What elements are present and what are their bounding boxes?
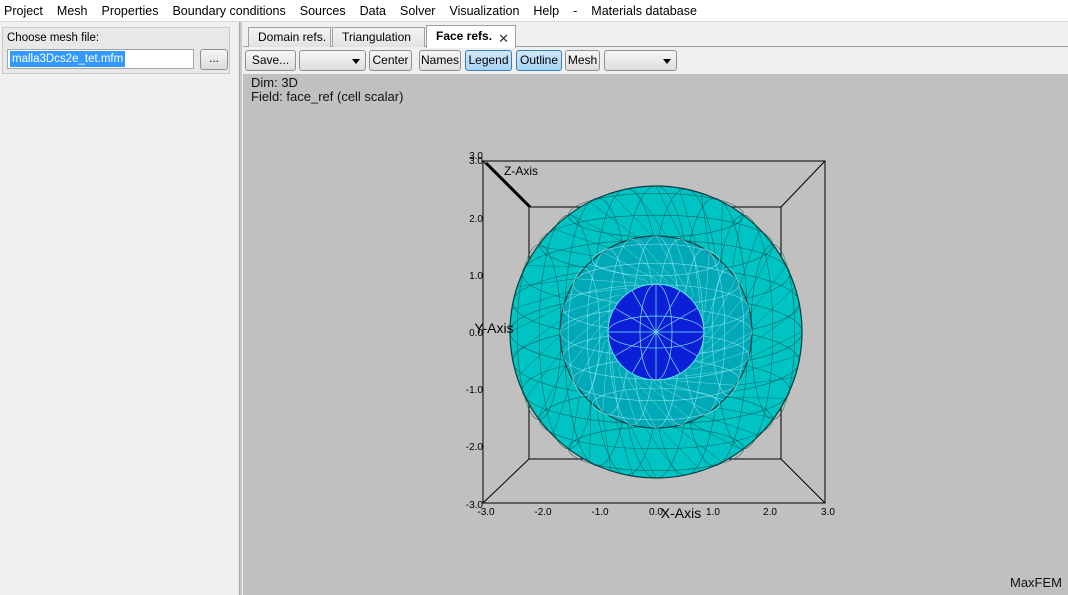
render-viewport[interactable]: Dim: 3D Field: face_ref (cell scalar) -3… [243,74,1068,595]
mesh-file-label: Choose mesh file: [7,32,100,44]
field-select[interactable] [299,50,366,71]
menu-item-data[interactable]: Data [359,3,387,18]
core-sphere [607,283,705,381]
browse-button[interactable]: ... [200,49,228,70]
x-tick-label: -2.0 [534,507,552,518]
menu-item-: - [573,3,578,18]
mesh-scene[interactable]: -3.0 -2.0 -1.0 0.0 1.0 2.0 3.03.02.01.00.0-1.0… [243,74,1068,595]
save-button[interactable]: Save... [245,50,296,71]
y-axis-title: Y-Axis [474,320,513,336]
menu-item-boundary-conditions[interactable]: Boundary conditions [172,3,286,18]
mesh-select[interactable] [604,50,677,71]
menu-item-materials-database[interactable]: Materials database [591,3,697,18]
x-tick-label: 1.0 [706,507,720,518]
y-tick-label: -1.0 [466,385,484,396]
tab-label: Face refs. [436,29,493,43]
x-tick-label: 3.0 [821,507,835,518]
view-toolbar: Save... Center Names Legend Outline Mesh [243,48,1068,74]
menu-item-mesh[interactable]: Mesh [56,3,88,18]
menu-item-solver[interactable]: Solver [400,3,436,18]
z-axis [484,161,532,209]
mesh-file-value: malla3Dcs2e_tet.mfm [10,51,126,67]
menu-item-project[interactable]: Project [4,3,43,18]
z-tick-label: 3.0 [469,151,483,162]
x-tick-label: 0.0 [649,507,663,518]
x-tick-label: -3.0 [477,507,495,518]
y-tick-label: 3.0 [469,156,483,167]
tab-label: Domain refs. [258,30,327,44]
field-info: Field: face_ref (cell scalar) [251,89,404,104]
chevron-down-icon [352,59,360,64]
y-tick-label: -3.0 [466,500,484,511]
tab-triangulation[interactable]: Triangulation [332,27,425,47]
mesh-button[interactable]: Mesh [565,50,600,71]
menu-item-properties[interactable]: Properties [101,3,159,18]
menu-bar: Project Mesh Properties Boundary conditions… [0,0,1068,22]
x-axis-title: X-Axis [661,505,701,521]
outline-toggle[interactable]: Outline [516,50,562,71]
chevron-down-icon [663,59,671,64]
dim-info: Dim: 3D [251,75,298,90]
menu-item-help[interactable]: Help [533,3,560,18]
tab-bar: Domain refs. Triangulation Face refs. ✕ [243,25,1068,48]
tab-label: Triangulation [342,30,411,44]
tab-domain-refs[interactable]: Domain refs. [248,27,331,47]
mesh-file-panel: Choose mesh file: malla3Dcs2e_tet.mfm ..… [2,27,230,74]
legend-toggle[interactable]: Legend [465,50,512,71]
y-tick-label: 0.0 [469,328,483,339]
names-button[interactable]: Names [419,50,461,71]
x-tick-label: 2.0 [763,507,777,518]
y-tick-label: 2.0 [469,214,483,225]
close-icon[interactable]: ✕ [498,31,509,46]
axis-labels: -3.0 -2.0 -1.0 0.0 1.0 2.0 3.03.02.01.00.0-1.0… [466,151,836,521]
y-tick-label: 1.0 [469,271,483,282]
panel-splitter[interactable] [239,22,242,595]
tab-face-refs[interactable]: Face refs. ✕ [426,25,516,48]
menu-item-visualization[interactable]: Visualization [449,3,520,18]
sphere-layers [509,185,803,479]
maxfem-logo: MaxFEM [1010,575,1062,590]
x-tick-label: -1.0 [591,507,609,518]
mesh-file-input[interactable]: malla3Dcs2e_tet.mfm [7,49,194,69]
z-axis-title: Z-Axis [504,164,538,178]
center-button[interactable]: Center [369,50,412,71]
menu-item-sources[interactable]: Sources [299,3,346,18]
y-tick-label: -2.0 [466,442,484,453]
